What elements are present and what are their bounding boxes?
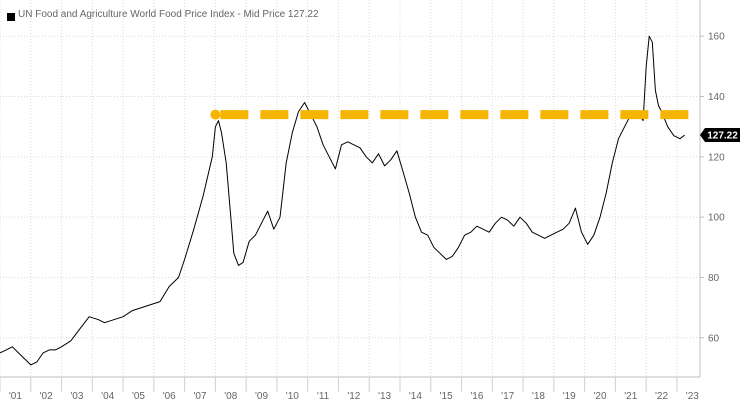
gridlines [0, 0, 700, 377]
y-tick-label: 120 [708, 152, 725, 163]
x-tick-label: '19 [563, 391, 576, 402]
y-tick-label: 140 [708, 92, 725, 103]
series-group [0, 35, 685, 366]
reference-line-group [210, 109, 697, 120]
x-tick-label: '20 [593, 391, 606, 402]
y-tick-labels: 60 80 100 120 140 160 [700, 32, 725, 344]
x-tick-label: '16 [470, 391, 483, 402]
x-tick-label: '04 [101, 391, 114, 402]
last-value-label: 127.22 [707, 131, 738, 142]
x-tick-label: '15 [440, 391, 453, 402]
reference-start-dot [210, 109, 221, 120]
x-tick-label: '08 [224, 391, 237, 402]
y-tick-label: 80 [708, 273, 720, 284]
x-tick-label: '01 [9, 391, 22, 402]
y-tick-label: 60 [708, 333, 720, 344]
x-tick-label: '14 [409, 391, 422, 402]
x-tick-label: '12 [347, 391, 360, 402]
x-tick-label: '09 [255, 391, 268, 402]
x-tick-label: '05 [132, 391, 145, 402]
x-tick-label: '17 [501, 391, 514, 402]
x-tick-label: '21 [624, 391, 637, 402]
last-value-box [700, 128, 740, 143]
y-tick-label: 160 [708, 32, 725, 43]
legend-swatch [7, 13, 15, 21]
x-tick-label: '18 [532, 391, 545, 402]
last-value-marker: 127.22 [700, 128, 740, 143]
x-tick-label: '23 [686, 391, 699, 402]
x-tick-label: '22 [655, 391, 668, 402]
x-tick-label: '06 [163, 391, 176, 402]
x-tick-label: '13 [378, 391, 391, 402]
x-tick-label: '07 [193, 391, 206, 402]
x-tick-label: '10 [286, 391, 299, 402]
x-tick-labels: '01 '02 '03 '04 '05 '06 '07 '08 '09 '10 '11 '12 '13 '… [0, 377, 699, 402]
axes [0, 0, 701, 378]
legend-label: UN Food and Agriculture World Food Price… [18, 9, 319, 20]
series-line [0, 35, 685, 366]
x-tick-label: '03 [70, 391, 83, 402]
y-tick-label: 100 [708, 213, 725, 224]
x-tick-label: '02 [40, 391, 53, 402]
x-tick-label: '11 [317, 391, 330, 402]
